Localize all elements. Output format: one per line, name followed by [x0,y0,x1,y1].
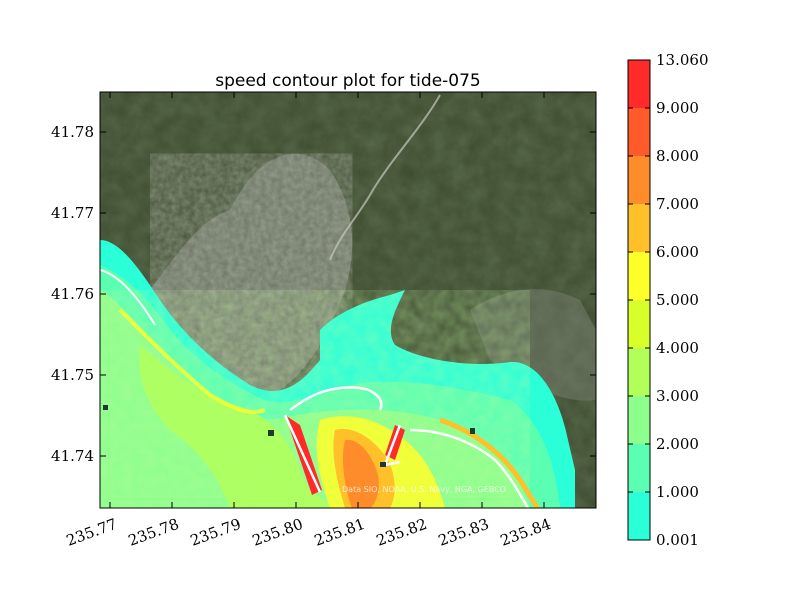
colorbar-tick-label: 4.000 [656,339,699,357]
x-tick-label: 235.82 [374,515,429,550]
jetty-boundary [283,386,530,508]
colorbar-tick-label: 7.000 [656,195,699,213]
contour-band-max [285,415,405,495]
colorbar-segment [628,60,650,109]
colorbar-ticks: 13.060 9.000 8.000 7.000 6.000 5.000 4.000 3.00… [628,51,709,549]
colorbar-tick-label: 0.001 [656,531,699,549]
colorbar-tick-label: 9.000 [656,99,699,117]
colorbar-segment [628,108,650,157]
x-tick-label: 235.78 [126,515,181,550]
plot-frame [99,91,597,509]
y-tick-label: 41.77 [51,204,94,222]
channel-high-speed [439,417,540,508]
colorbar-segment [628,396,650,445]
x-tick-label: 235.77 [64,515,119,550]
colorbar-segment [628,156,650,205]
y-tick-label: 41.78 [51,123,94,141]
x-tick-label: 235.84 [498,515,553,550]
contour-band-7 [342,439,379,508]
map-plot-area[interactable]: Data SIO, NOAA, U.S. Navy, NGA, GEBCO [100,92,596,508]
colorbar-segment [628,300,650,349]
colorbar-tick-label: 1.000 [656,483,699,501]
urban-area-east [470,289,596,401]
coastal-shear [118,308,266,414]
y-tick-label: 41.76 [51,285,94,303]
colorbar-tick-label: 8.000 [656,147,699,165]
colorbar-tick-label: 13.060 [656,51,709,69]
shoreline-boundary [100,269,156,326]
colorbar [628,60,650,541]
speed-contours [100,240,575,508]
colorbar-segment [628,348,650,397]
colorbar-segment [628,444,650,493]
colorbar-segment [628,204,650,253]
colorbar-tick-label: 5.000 [656,291,699,309]
colorbar-tick-label: 3.000 [656,387,699,405]
colorbar-tick-label: 2.000 [656,435,699,453]
x-tick-label: 235.83 [436,515,491,550]
x-tick-label: 235.81 [312,515,367,550]
x-tick-label: 235.79 [188,515,243,550]
y-tick-label: 41.74 [51,447,94,465]
y-axis-ticks: 41.78 41.77 41.76 41.75 41.74 [51,123,596,465]
y-tick-label: 41.75 [51,366,94,384]
x-tick-label: 235.80 [250,515,305,550]
urban-texture [150,153,353,393]
contour-band-4 [139,345,340,508]
colorbar-segment [628,252,650,301]
colorbar-segment [628,492,650,541]
highway [329,94,441,261]
colorbar-tick-label: 6.000 [656,243,699,261]
plot-title: speed contour plot for tide-075 [215,71,481,91]
map-attribution: Data SIO, NOAA, U.S. Navy, NGA, GEBCO [342,485,506,494]
